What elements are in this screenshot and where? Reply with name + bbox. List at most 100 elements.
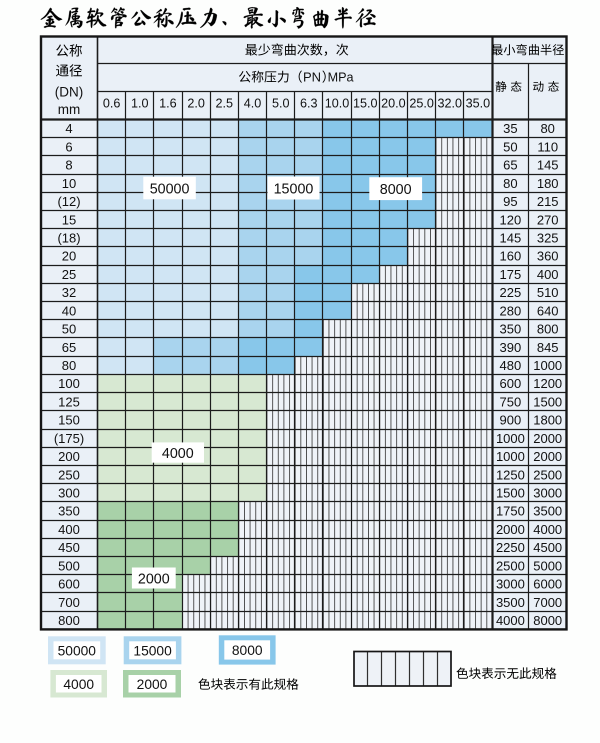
svg-text:6.3: 6.3 [300, 97, 318, 111]
svg-text:2.0: 2.0 [187, 97, 205, 111]
svg-text:150: 150 [58, 413, 80, 428]
svg-text:4: 4 [65, 121, 72, 136]
svg-text:325: 325 [537, 231, 559, 246]
svg-text:7000: 7000 [533, 595, 562, 610]
svg-text:8: 8 [65, 158, 72, 173]
svg-text:6000: 6000 [533, 577, 562, 592]
svg-text:4000: 4000 [496, 613, 525, 628]
svg-text:20.0: 20.0 [381, 97, 406, 111]
svg-text:1500: 1500 [533, 394, 562, 409]
svg-text:15: 15 [62, 212, 76, 227]
svg-text:50000: 50000 [58, 643, 97, 658]
svg-text:5.0: 5.0 [272, 97, 290, 111]
svg-text:10.0: 10.0 [325, 97, 350, 111]
svg-text:750: 750 [500, 394, 522, 409]
svg-text:250: 250 [58, 467, 80, 482]
svg-text:390: 390 [500, 340, 522, 355]
svg-text:65: 65 [503, 158, 517, 173]
svg-text:80: 80 [503, 176, 517, 191]
svg-text:2000: 2000 [138, 571, 170, 587]
svg-text:10: 10 [62, 176, 76, 191]
svg-text:100: 100 [58, 376, 80, 391]
svg-text:450: 450 [58, 540, 80, 555]
svg-text:mm: mm [58, 102, 81, 117]
svg-text:900: 900 [500, 413, 522, 428]
svg-text:PN: PN [303, 70, 321, 85]
svg-text:80: 80 [62, 358, 76, 373]
svg-text:800: 800 [537, 322, 559, 337]
svg-text:(12): (12) [57, 194, 80, 209]
svg-text:350: 350 [58, 504, 80, 519]
svg-text:180: 180 [537, 176, 559, 191]
svg-text:(175): (175) [54, 431, 84, 446]
svg-text:3000: 3000 [533, 486, 562, 501]
svg-text:480: 480 [500, 358, 522, 373]
svg-text:1250: 1250 [496, 467, 525, 482]
svg-text:280: 280 [500, 303, 522, 318]
svg-text:200: 200 [58, 449, 80, 464]
svg-text:15.0: 15.0 [353, 97, 378, 111]
svg-text:(18): (18) [57, 231, 80, 246]
svg-text:(DN): (DN) [55, 84, 84, 99]
svg-text:95: 95 [503, 194, 517, 209]
svg-text:2.5: 2.5 [216, 97, 234, 111]
svg-text:4000: 4000 [533, 522, 562, 537]
svg-text:25: 25 [62, 267, 76, 282]
svg-text:3500: 3500 [496, 595, 525, 610]
svg-text:2250: 2250 [496, 540, 525, 555]
svg-text:845: 845 [537, 340, 559, 355]
svg-text:4000: 4000 [162, 446, 194, 462]
svg-text:1000: 1000 [496, 431, 525, 446]
svg-text:1750: 1750 [496, 504, 525, 519]
svg-text:50: 50 [503, 139, 517, 154]
svg-text:20: 20 [62, 249, 76, 264]
svg-text:50000: 50000 [150, 181, 190, 197]
svg-text:700: 700 [58, 595, 80, 610]
svg-text:1.0: 1.0 [131, 97, 149, 111]
svg-text:4000: 4000 [63, 677, 94, 692]
svg-text:400: 400 [537, 267, 559, 282]
svg-text:8000: 8000 [533, 613, 562, 628]
svg-text:2500: 2500 [496, 558, 525, 573]
svg-text:800: 800 [58, 613, 80, 628]
svg-text:110: 110 [537, 139, 558, 154]
svg-text:350: 350 [500, 322, 522, 337]
svg-text:160: 160 [500, 249, 522, 264]
svg-text:600: 600 [58, 577, 80, 592]
svg-text:360: 360 [537, 249, 559, 264]
svg-text:15000: 15000 [133, 643, 172, 658]
svg-text:MPa: MPa [328, 71, 354, 85]
svg-text:80: 80 [540, 121, 554, 136]
svg-text:2000: 2000 [533, 449, 562, 464]
svg-text:1500: 1500 [496, 486, 525, 501]
svg-text:2000: 2000 [137, 677, 168, 692]
svg-text:8000: 8000 [380, 182, 412, 198]
svg-text:32.0: 32.0 [437, 97, 462, 111]
svg-text:1000: 1000 [533, 358, 562, 373]
svg-text:120: 120 [500, 212, 522, 227]
svg-text:145: 145 [537, 158, 559, 173]
svg-text:8000: 8000 [232, 643, 263, 658]
svg-text:125: 125 [58, 394, 80, 409]
svg-text:215: 215 [537, 194, 559, 209]
svg-text:5000: 5000 [533, 558, 562, 573]
svg-text:1000: 1000 [496, 449, 525, 464]
svg-text:1800: 1800 [533, 413, 562, 428]
svg-text:1.6: 1.6 [159, 97, 177, 111]
svg-text:15000: 15000 [274, 181, 314, 197]
svg-text:4.0: 4.0 [244, 97, 262, 111]
svg-text:2500: 2500 [533, 467, 562, 482]
svg-text:300: 300 [58, 486, 80, 501]
svg-text:400: 400 [58, 522, 80, 537]
svg-text:4500: 4500 [533, 540, 562, 555]
svg-text:35: 35 [503, 121, 517, 136]
svg-text:510: 510 [537, 285, 559, 300]
svg-text:145: 145 [500, 231, 522, 246]
svg-text:40: 40 [62, 303, 76, 318]
svg-text:25.0: 25.0 [409, 97, 434, 111]
svg-text:2000: 2000 [496, 522, 525, 537]
svg-text:1200: 1200 [533, 376, 562, 391]
svg-text:3000: 3000 [496, 577, 525, 592]
svg-text:35.0: 35.0 [466, 97, 491, 111]
svg-text:6: 6 [65, 139, 72, 154]
